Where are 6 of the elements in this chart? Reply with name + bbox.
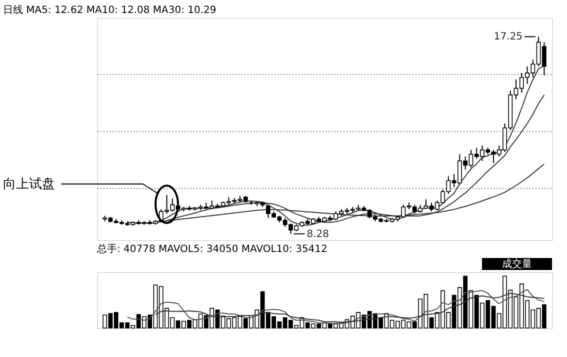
chart-title: 日线 MA5: 12.62 MA10: 12.08 MA30: 10.29 xyxy=(3,4,216,16)
chart-title: 总手: 40778 MAVOL5: 34050 MAVOL10: 35412 xyxy=(96,243,328,255)
text: 成交量 xyxy=(502,258,532,270)
annotation: 8.28 xyxy=(306,228,329,240)
text: 向上试盘 xyxy=(3,177,55,192)
annotation: 17.25 xyxy=(494,32,523,43)
